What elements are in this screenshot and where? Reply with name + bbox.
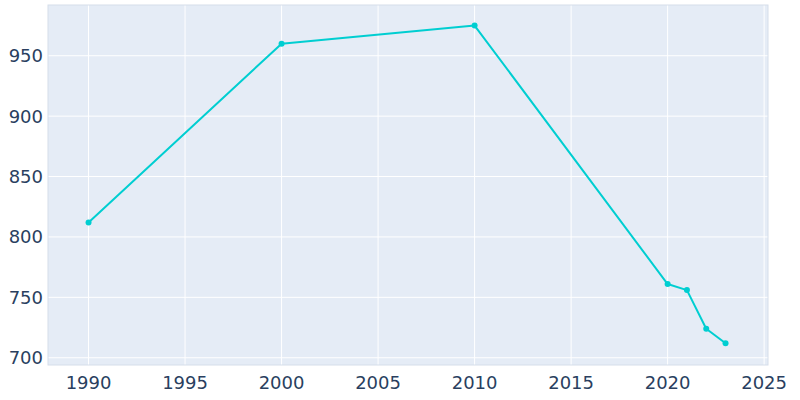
data-group xyxy=(86,23,729,347)
x-grid-line xyxy=(281,5,282,365)
point xyxy=(472,23,478,29)
x-grid-line xyxy=(764,5,765,365)
plot-frame xyxy=(48,5,768,365)
x-tick-label: 2010 xyxy=(452,372,498,393)
y-tick-label: 700 xyxy=(9,347,43,368)
chart: 1990 1995 2000 2005 2010 2015 2020 2025 700 750 80… xyxy=(0,0,800,400)
point xyxy=(723,340,729,346)
x-tick-label: 1995 xyxy=(162,372,208,393)
x-tick-label: 1990 xyxy=(66,372,112,393)
x-tick-label: 2015 xyxy=(548,372,594,393)
y-grid-line xyxy=(48,116,768,117)
point xyxy=(684,287,690,293)
y-tick-label: 950 xyxy=(9,45,43,66)
x-grid-line xyxy=(185,5,186,365)
line xyxy=(89,26,726,344)
x-grid-line xyxy=(88,5,89,365)
y-tick-label: 750 xyxy=(9,287,43,308)
x-tick-label: 2005 xyxy=(355,372,401,393)
plot-background xyxy=(48,5,768,365)
y-grid-line xyxy=(48,297,768,298)
y-grid-line xyxy=(48,55,768,56)
x-grid-line xyxy=(667,5,668,365)
point xyxy=(703,326,709,332)
x-grid-line xyxy=(571,5,572,365)
y-tick-label: 900 xyxy=(9,106,43,127)
y-tick-label: 850 xyxy=(9,166,43,187)
point xyxy=(279,41,285,47)
y-tick-label: 800 xyxy=(9,226,43,247)
x-tick-label: 2020 xyxy=(645,372,691,393)
x-tick-label: 2000 xyxy=(259,372,305,393)
point xyxy=(665,281,671,287)
y-grid-line xyxy=(48,357,768,358)
y-grid-line xyxy=(48,236,768,237)
x-tick-label: 2025 xyxy=(741,372,787,393)
x-grid-line xyxy=(474,5,475,365)
x-grid-line xyxy=(378,5,379,365)
y-grid-line xyxy=(48,176,768,177)
point xyxy=(86,219,92,225)
